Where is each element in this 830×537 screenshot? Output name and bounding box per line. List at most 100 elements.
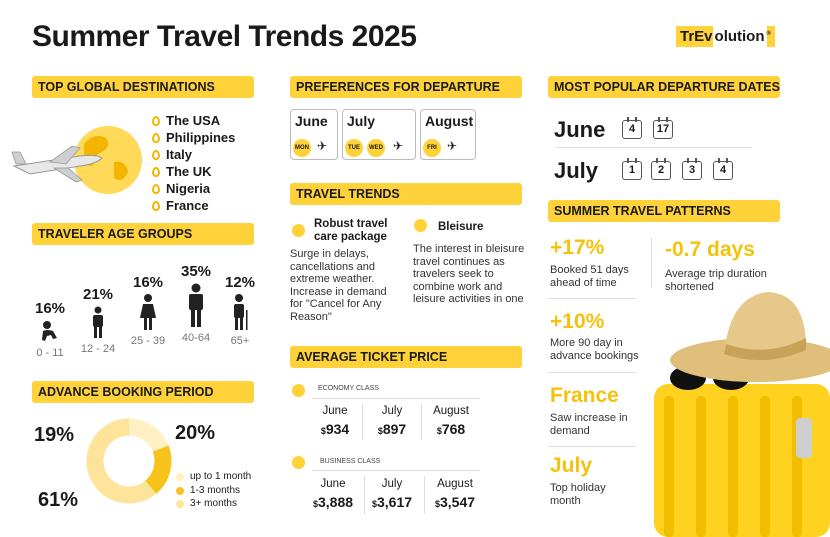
business-price-july: $3,617 xyxy=(371,494,413,510)
section-popular-dates-header: MOST POPULAR DEPARTURE DATES xyxy=(548,76,780,98)
trend-body-care: Surge in delays, cancellations and extre… xyxy=(290,248,387,323)
age-group-0-11: 16% 0 - 11 xyxy=(34,300,66,359)
trend-title-care: Robust travel care package xyxy=(314,218,388,243)
divider xyxy=(362,404,363,440)
legend-swatch xyxy=(176,472,184,481)
divider xyxy=(424,476,425,514)
departure-august: August FRI ✈ xyxy=(420,109,476,160)
man-icon xyxy=(189,283,203,327)
calendar-day: 4 xyxy=(713,158,733,180)
calendar-day: 3 xyxy=(682,158,702,180)
list-item: Philippines xyxy=(152,129,235,146)
list-item: Nigeria xyxy=(152,180,235,197)
list-item: Italy xyxy=(152,146,235,163)
age-group-40-64: 35% 40-64 xyxy=(180,263,212,344)
brand-logo: TrEv olution ® xyxy=(676,26,775,47)
age-group-25-39: 16% 25 - 39 xyxy=(130,274,166,347)
location-pin-icon xyxy=(152,132,160,143)
stat-value: +17% xyxy=(550,236,605,259)
stat-text: Saw increase in demand xyxy=(550,412,628,437)
location-pin-icon xyxy=(152,200,160,211)
divider xyxy=(556,147,752,148)
business-seat-icon xyxy=(292,456,305,469)
price-month: July xyxy=(381,478,403,490)
divider xyxy=(312,398,480,399)
business-price-june: $3,888 xyxy=(312,494,354,510)
divider xyxy=(312,470,480,471)
age-group-12-24: 21% 12 - 24 xyxy=(80,286,116,355)
location-pin-icon xyxy=(152,149,160,160)
stat-value: July xyxy=(550,454,593,477)
donut-label-up-to-1-month: 19% xyxy=(34,424,75,446)
stat-text: Top holiday month xyxy=(550,482,606,507)
divider xyxy=(548,298,636,299)
calendar-day: 2 xyxy=(651,158,671,180)
divider xyxy=(364,476,365,514)
departure-july: July TUE WED ✈ xyxy=(342,109,416,160)
donut-slice xyxy=(144,445,172,494)
price-month: August xyxy=(437,478,473,490)
legend-item: 1-3 months xyxy=(176,485,240,496)
economy-seat-icon xyxy=(292,384,305,397)
price-month: July xyxy=(381,405,403,417)
popular-month-june: June xyxy=(554,117,606,142)
trend-body-bleisure: The interest in bleisure travel continue… xyxy=(413,243,525,305)
business-class-label: BUSINESS CLASS xyxy=(320,458,381,465)
age-group-65-plus: 12% 65+ xyxy=(224,274,256,347)
suitcase-hat-illustration xyxy=(654,292,830,537)
woman-icon xyxy=(140,294,156,330)
stat-value: -0.7 days xyxy=(665,238,755,261)
trend-title-bleisure: Bleisure xyxy=(438,221,484,233)
donut-label-1-3-months: 20% xyxy=(175,422,216,444)
divider xyxy=(421,404,422,440)
section-age-header: TRAVELER AGE GROUPS xyxy=(32,223,254,245)
stat-text: Average trip duration shortened xyxy=(665,268,767,293)
economy-price-july: $897 xyxy=(377,421,407,437)
baby-icon xyxy=(42,321,57,341)
departure-june: June MON ✈ xyxy=(290,109,338,160)
calendar-day: 17 xyxy=(653,117,673,139)
elderly-icon xyxy=(234,294,248,330)
donut-slice xyxy=(128,418,169,453)
legend-swatch xyxy=(176,499,184,508)
business-price-august: $3,547 xyxy=(434,494,476,510)
calendar-day: 1 xyxy=(622,158,642,180)
donut-slice xyxy=(86,418,157,504)
economy-class-label: ECONOMY CLASS xyxy=(318,385,379,392)
stat-text: Booked 51 days ahead of time xyxy=(550,264,629,289)
section-ticket-header: AVERAGE TICKET PRICE xyxy=(290,346,522,368)
plane-globe-illustration xyxy=(11,126,142,194)
child-icon xyxy=(93,306,103,338)
price-month: August xyxy=(433,405,469,417)
stat-text: More 90 day in advance bookings xyxy=(550,337,639,362)
divider xyxy=(651,238,652,288)
section-booking-header: ADVANCE BOOKING PERIOD xyxy=(32,381,254,403)
divider xyxy=(548,372,636,373)
price-month: June xyxy=(320,478,346,490)
donut-label-3-plus-months: 61% xyxy=(38,489,79,511)
stat-value: France xyxy=(550,384,619,407)
list-item: The USA xyxy=(152,112,235,129)
list-item: The UK xyxy=(152,163,235,180)
legend-swatch xyxy=(176,486,184,495)
economy-price-june: $934 xyxy=(320,421,350,437)
location-pin-icon xyxy=(152,183,160,194)
destinations-list: The USA Philippines Italy The UK Nigeria… xyxy=(152,112,235,214)
plane-icon: ✈ xyxy=(317,139,328,153)
calendar-day: 4 xyxy=(622,117,642,139)
price-month: June xyxy=(322,405,348,417)
page-title: Summer Travel Trends 2025 xyxy=(32,20,417,53)
popular-month-july: July xyxy=(554,158,599,183)
list-item: France xyxy=(152,197,235,214)
section-trends-header: TRAVEL TRENDS xyxy=(290,183,522,205)
bleisure-icon xyxy=(414,219,427,232)
section-destinations-header: TOP GLOBAL DESTINATIONS xyxy=(32,76,254,98)
care-package-icon xyxy=(292,224,305,237)
booking-donut-chart xyxy=(86,418,172,504)
divider xyxy=(548,446,636,447)
stat-value: +10% xyxy=(550,310,605,333)
section-departure-header: PREFERENCES FOR DEPARTURE xyxy=(290,76,522,98)
legend-item: 3+ months xyxy=(176,498,237,509)
legend-item: up to 1 month xyxy=(176,471,251,482)
economy-price-august: $768 xyxy=(436,421,466,437)
